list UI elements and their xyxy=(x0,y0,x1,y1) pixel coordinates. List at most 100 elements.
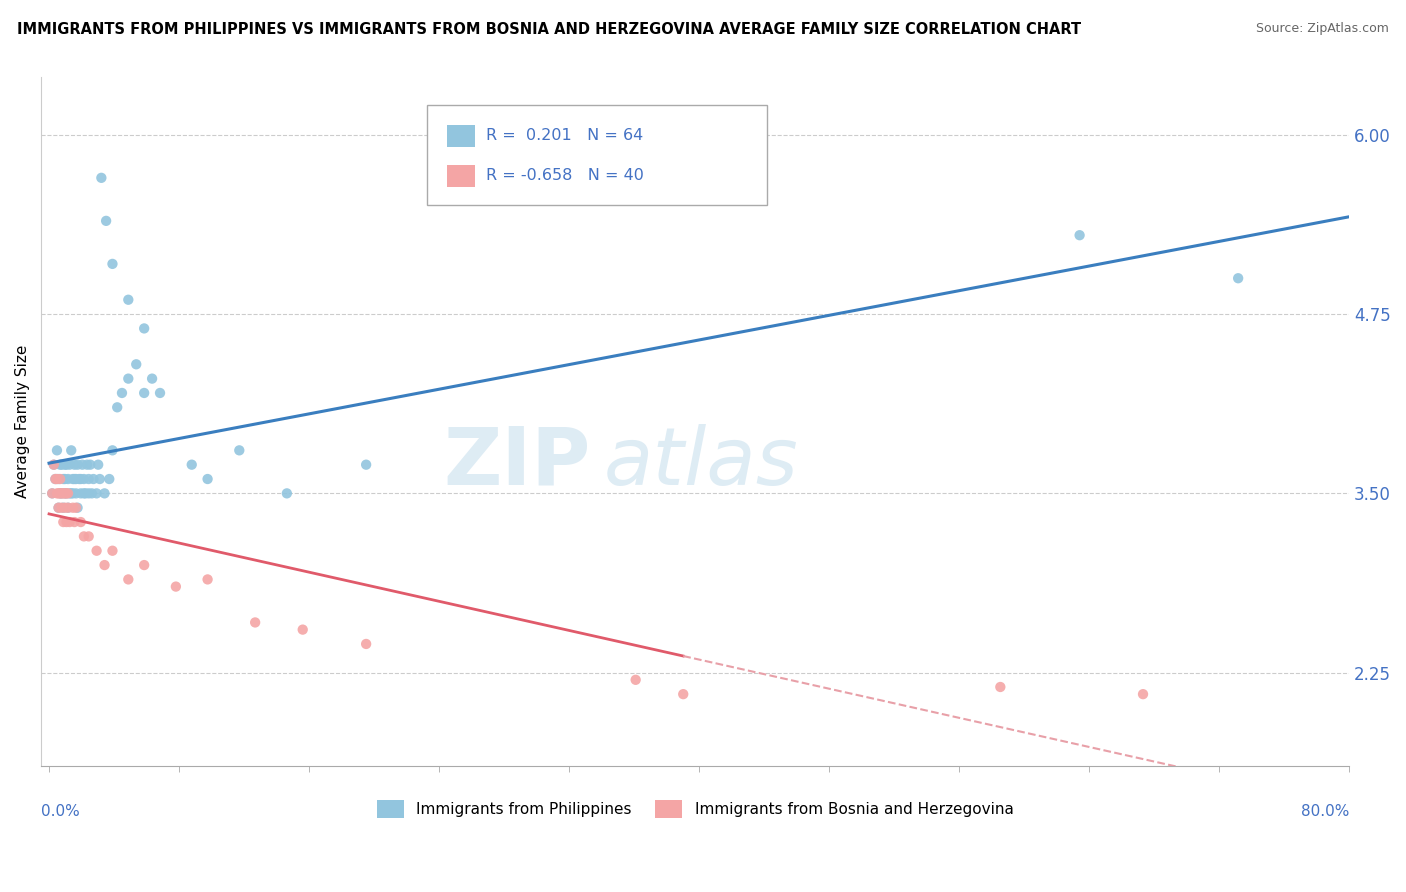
Point xyxy=(354,458,377,472)
Point xyxy=(101,543,124,558)
Point xyxy=(228,443,250,458)
Y-axis label: Average Family Size: Average Family Size xyxy=(15,345,30,499)
Point xyxy=(65,472,87,486)
Point xyxy=(53,500,76,515)
Point xyxy=(1227,271,1250,285)
Point xyxy=(98,472,121,486)
Point xyxy=(62,472,84,486)
Point xyxy=(672,687,695,701)
Point xyxy=(53,458,76,472)
Point xyxy=(56,486,79,500)
Point xyxy=(59,515,82,529)
Point xyxy=(73,472,96,486)
Point xyxy=(48,500,70,515)
Point xyxy=(51,458,73,472)
Point xyxy=(197,472,219,486)
Point xyxy=(56,500,79,515)
Text: R =  0.201   N = 64: R = 0.201 N = 64 xyxy=(486,128,643,144)
Point xyxy=(354,637,377,651)
Point xyxy=(51,486,73,500)
Point xyxy=(291,623,314,637)
Point xyxy=(77,472,100,486)
Point xyxy=(101,443,124,458)
Point xyxy=(90,170,112,185)
Point xyxy=(48,486,70,500)
Point xyxy=(141,371,163,385)
Point xyxy=(42,458,65,472)
Point xyxy=(75,486,97,500)
Point xyxy=(69,515,91,529)
Bar xyxy=(447,125,475,147)
Point xyxy=(66,458,89,472)
Point xyxy=(63,458,86,472)
Point xyxy=(134,321,156,335)
Point xyxy=(46,486,69,500)
Point xyxy=(117,293,139,307)
Text: 80.0%: 80.0% xyxy=(1301,804,1350,819)
Point xyxy=(49,472,72,486)
Text: 0.0%: 0.0% xyxy=(41,804,80,819)
FancyBboxPatch shape xyxy=(427,105,768,205)
Point xyxy=(52,486,75,500)
Point xyxy=(77,486,100,500)
Point xyxy=(86,543,108,558)
Point xyxy=(67,472,90,486)
Point xyxy=(46,443,69,458)
Point xyxy=(60,486,83,500)
Point xyxy=(79,458,101,472)
Point xyxy=(62,486,84,500)
Point xyxy=(51,500,73,515)
Point xyxy=(72,458,94,472)
Point xyxy=(48,500,70,515)
Point xyxy=(44,472,66,486)
Point xyxy=(41,486,63,500)
Point xyxy=(65,500,87,515)
Point xyxy=(117,573,139,587)
Point xyxy=(125,357,148,371)
Point xyxy=(56,472,79,486)
Legend: Immigrants from Philippines, Immigrants from Bosnia and Herzegovina: Immigrants from Philippines, Immigrants … xyxy=(371,794,1019,823)
Point xyxy=(55,515,77,529)
Point xyxy=(51,486,73,500)
Point xyxy=(988,680,1011,694)
Point xyxy=(53,486,76,500)
Point xyxy=(56,500,79,515)
Point xyxy=(134,558,156,572)
Point xyxy=(66,500,89,515)
Point xyxy=(49,486,72,500)
Point xyxy=(73,486,96,500)
Point xyxy=(197,573,219,587)
Point xyxy=(105,401,128,415)
Point xyxy=(1069,228,1091,243)
Point xyxy=(77,529,100,543)
Point xyxy=(63,515,86,529)
Bar xyxy=(447,165,475,187)
Point xyxy=(624,673,647,687)
Point xyxy=(46,472,69,486)
Point xyxy=(53,472,76,486)
Point xyxy=(69,486,91,500)
Point xyxy=(180,458,202,472)
Point xyxy=(59,458,82,472)
Text: ZIP: ZIP xyxy=(443,424,591,502)
Point xyxy=(62,500,84,515)
Point xyxy=(59,486,82,500)
Point xyxy=(69,472,91,486)
Point xyxy=(101,257,124,271)
Text: IMMIGRANTS FROM PHILIPPINES VS IMMIGRANTS FROM BOSNIA AND HERZEGOVINA AVERAGE FA: IMMIGRANTS FROM PHILIPPINES VS IMMIGRANT… xyxy=(17,22,1081,37)
Point xyxy=(87,458,110,472)
Point xyxy=(93,558,115,572)
Point xyxy=(82,472,104,486)
Text: atlas: atlas xyxy=(603,424,799,502)
Point xyxy=(89,472,111,486)
Point xyxy=(86,486,108,500)
Text: Source: ZipAtlas.com: Source: ZipAtlas.com xyxy=(1256,22,1389,36)
Point xyxy=(44,472,66,486)
Point xyxy=(134,386,156,401)
Point xyxy=(276,486,298,500)
Point xyxy=(48,472,70,486)
Point xyxy=(65,486,87,500)
Point xyxy=(55,486,77,500)
Point xyxy=(53,486,76,500)
Point xyxy=(52,472,75,486)
